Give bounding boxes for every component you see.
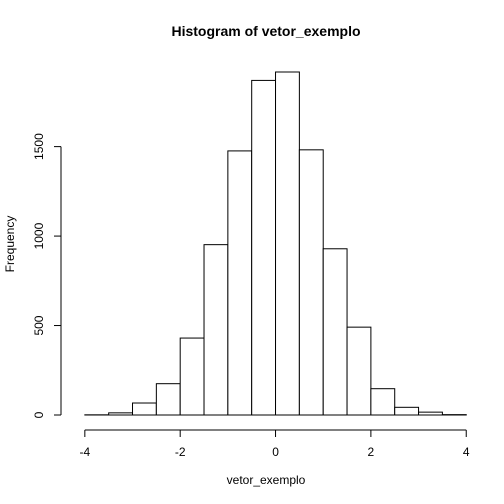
histogram-bar bbox=[179, 337, 205, 416]
y-tick-label: 1000 bbox=[32, 222, 46, 249]
histogram-bar bbox=[132, 402, 157, 416]
x-axis: -4 -2 0 2 4 bbox=[80, 429, 470, 459]
x-tick-label: 4 bbox=[463, 445, 470, 459]
histogram-bar bbox=[227, 150, 253, 416]
bars-group bbox=[84, 71, 467, 416]
chart-title: Histogram of vetor_exemplo bbox=[171, 23, 360, 39]
histogram-bar bbox=[108, 412, 134, 416]
histogram-bar bbox=[346, 326, 372, 416]
histogram-bar bbox=[251, 79, 277, 416]
y-tick-label: 500 bbox=[32, 315, 46, 335]
y-axis: 0 500 1000 1500 bbox=[32, 133, 62, 418]
histogram-bar bbox=[418, 411, 443, 416]
x-axis-label: vetor_exemplo bbox=[227, 473, 306, 487]
y-axis-label: Frequency bbox=[3, 216, 17, 273]
x-tick-label: 2 bbox=[368, 445, 375, 459]
x-tick-label: 0 bbox=[272, 445, 279, 459]
histogram-bar bbox=[298, 149, 324, 416]
y-tick-label: 0 bbox=[32, 411, 46, 418]
histogram-bar bbox=[203, 244, 229, 416]
x-tick-label: -2 bbox=[175, 445, 186, 459]
x-tick-label: -4 bbox=[80, 445, 91, 459]
histogram-bar bbox=[275, 71, 300, 416]
histogram-bar bbox=[394, 406, 420, 416]
histogram-bar bbox=[322, 248, 348, 416]
y-tick-label: 1500 bbox=[32, 133, 46, 160]
histogram-bar bbox=[155, 383, 181, 416]
histogram-bar bbox=[370, 388, 396, 416]
